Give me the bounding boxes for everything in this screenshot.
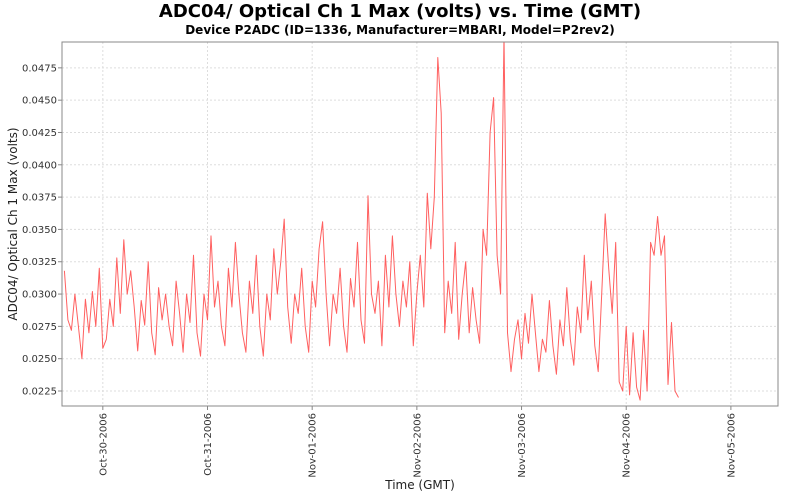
x-tick-label: Oct-30-2006	[98, 413, 109, 476]
y-axis-label: ADC04/ Optical Ch 1 Max (volts)	[6, 127, 20, 320]
x-axis-label: Time (GMT)	[384, 478, 455, 492]
y-tick-label: 0.0425	[22, 128, 57, 139]
y-tick-label: 0.0300	[22, 290, 57, 301]
gridlines	[62, 42, 778, 406]
chart-title: ADC04/ Optical Ch 1 Max (volts) vs. Time…	[158, 1, 642, 22]
x-tick-label: Nov-01-2006	[308, 413, 319, 478]
x-tick-label: Nov-04-2006	[622, 413, 633, 478]
series-line	[63, 42, 679, 401]
y-tick-label: 0.0325	[22, 257, 57, 268]
y-tick-label: 0.0375	[22, 193, 57, 204]
y-tick-label: 0.0475	[22, 63, 57, 74]
x-tick-label: Nov-05-2006	[726, 413, 737, 478]
x-tick-label: Oct-31-2006	[203, 413, 214, 476]
x-tick-label: Nov-03-2006	[517, 413, 528, 478]
y-tick-label: 0.0225	[22, 387, 57, 398]
y-tick-label: 0.0275	[22, 322, 57, 333]
y-tick-label: 0.0400	[22, 160, 57, 171]
y-tick-label: 0.0250	[22, 354, 57, 365]
y-tick-label: 0.0350	[22, 225, 57, 236]
y-tick-label: 0.0450	[22, 96, 57, 107]
plot-border	[61, 41, 779, 407]
x-tick-label: Nov-02-2006	[412, 413, 423, 478]
y-axis: 0.0225 0.0250 0.0275 0.0300 0.0325 0.0350 0.03…	[22, 63, 62, 398]
chart-subtitle: Device P2ADC (ID=1336, Manufacturer=MBAR…	[185, 23, 615, 37]
plot-area	[62, 42, 778, 406]
x-axis: Oct-30-2006 Oct-31-2006 Nov-01-2006 Nov-02-…	[98, 406, 737, 478]
